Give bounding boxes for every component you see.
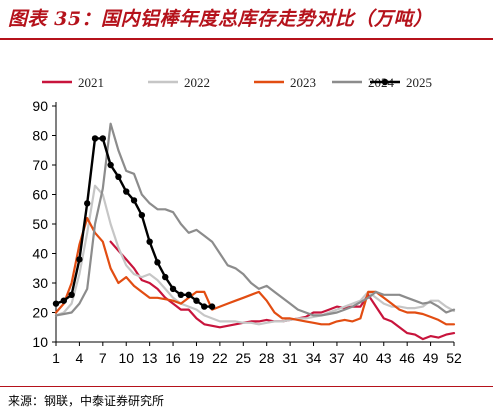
data-point-2025 bbox=[123, 188, 130, 195]
data-point-2025 bbox=[76, 256, 83, 263]
axes: 10 20 30 40 50 60 70 80 90 1 4 7 10 13 16 19 22 25 28 31 34 3… bbox=[32, 98, 462, 366]
x-tick-label: 4 bbox=[76, 350, 84, 366]
x-tick-label: 1 bbox=[52, 350, 60, 366]
data-point-2025 bbox=[91, 135, 99, 142]
data-point-2025 bbox=[60, 297, 68, 304]
series-line-2023 bbox=[54, 217, 456, 326]
y-tick-label: 90 bbox=[32, 98, 48, 114]
data-point-2025 bbox=[138, 211, 146, 219]
x-tick-label: 25 bbox=[236, 350, 252, 366]
x-tick-label: 46 bbox=[399, 350, 415, 366]
x-tick-label: 34 bbox=[306, 350, 322, 366]
x-tick-label: 22 bbox=[212, 350, 228, 366]
x-tick-label: 43 bbox=[376, 350, 392, 366]
data-point-2025 bbox=[162, 273, 169, 281]
data-point-2025 bbox=[193, 297, 200, 304]
x-tick-label: 10 bbox=[118, 350, 134, 366]
legend-marker-2025 bbox=[381, 78, 389, 86]
source-note: 来源：钢联，中泰证券研究所 bbox=[8, 394, 165, 408]
y-tick-label: 30 bbox=[32, 275, 48, 291]
data-point-2025 bbox=[130, 197, 138, 204]
legend-label-2023: 2023 bbox=[290, 75, 316, 90]
legend: 2021 2022 2023 2024 2025 bbox=[42, 75, 432, 90]
data-point-2025 bbox=[169, 285, 177, 293]
y-tick-label: 40 bbox=[32, 246, 48, 262]
data-point-2025 bbox=[115, 173, 122, 180]
data-point-2025 bbox=[68, 291, 75, 298]
source-divider bbox=[0, 386, 493, 387]
series-layer bbox=[52, 122, 456, 341]
x-tick-label: 40 bbox=[353, 350, 369, 366]
data-point-2025 bbox=[99, 135, 107, 142]
data-point-2025 bbox=[146, 238, 153, 245]
y-tick-label: 70 bbox=[32, 157, 48, 173]
chart-title: 图表 35：国内铝棒年度总库存走势对比（万吨） bbox=[8, 8, 433, 30]
x-tick-label: 49 bbox=[423, 350, 439, 366]
legend-label-2022: 2022 bbox=[184, 75, 210, 90]
series-line-2021 bbox=[109, 240, 456, 341]
x-tick-label: 31 bbox=[282, 350, 298, 366]
data-point-2025 bbox=[84, 200, 91, 207]
series-line-2025 bbox=[54, 137, 214, 308]
y-tick-label: 50 bbox=[32, 216, 48, 232]
data-point-2025 bbox=[201, 303, 208, 310]
x-tick-label: 13 bbox=[142, 350, 158, 366]
legend-label-2021: 2021 bbox=[78, 75, 104, 90]
line-chart: 10 20 30 40 50 60 70 80 90 1 4 7 10 13 16 19 22 25 28 31 34 3… bbox=[32, 75, 462, 366]
data-point-2025 bbox=[154, 259, 161, 266]
data-point-2025 bbox=[107, 161, 114, 169]
x-tick-label: 19 bbox=[189, 350, 205, 366]
y-tick-label: 10 bbox=[32, 334, 48, 350]
series-line-2024 bbox=[54, 122, 456, 317]
series-line-2022 bbox=[54, 184, 456, 326]
data-point-2025 bbox=[52, 300, 60, 307]
data-point-2025 bbox=[208, 303, 216, 310]
legend-label-2025: 2025 bbox=[406, 75, 432, 90]
x-tick-label: 37 bbox=[329, 350, 345, 366]
x-tick-label: 7 bbox=[99, 350, 107, 366]
y-tick-label: 80 bbox=[32, 128, 48, 144]
title-divider bbox=[0, 38, 493, 40]
x-tick-label: 28 bbox=[259, 350, 275, 366]
y-tick-label: 60 bbox=[32, 187, 48, 203]
x-tick-label: 16 bbox=[165, 350, 181, 366]
data-point-2025 bbox=[185, 291, 192, 298]
data-point-2025 bbox=[177, 291, 185, 298]
y-tick-label: 20 bbox=[32, 305, 48, 321]
x-tick-label: 52 bbox=[446, 350, 462, 366]
